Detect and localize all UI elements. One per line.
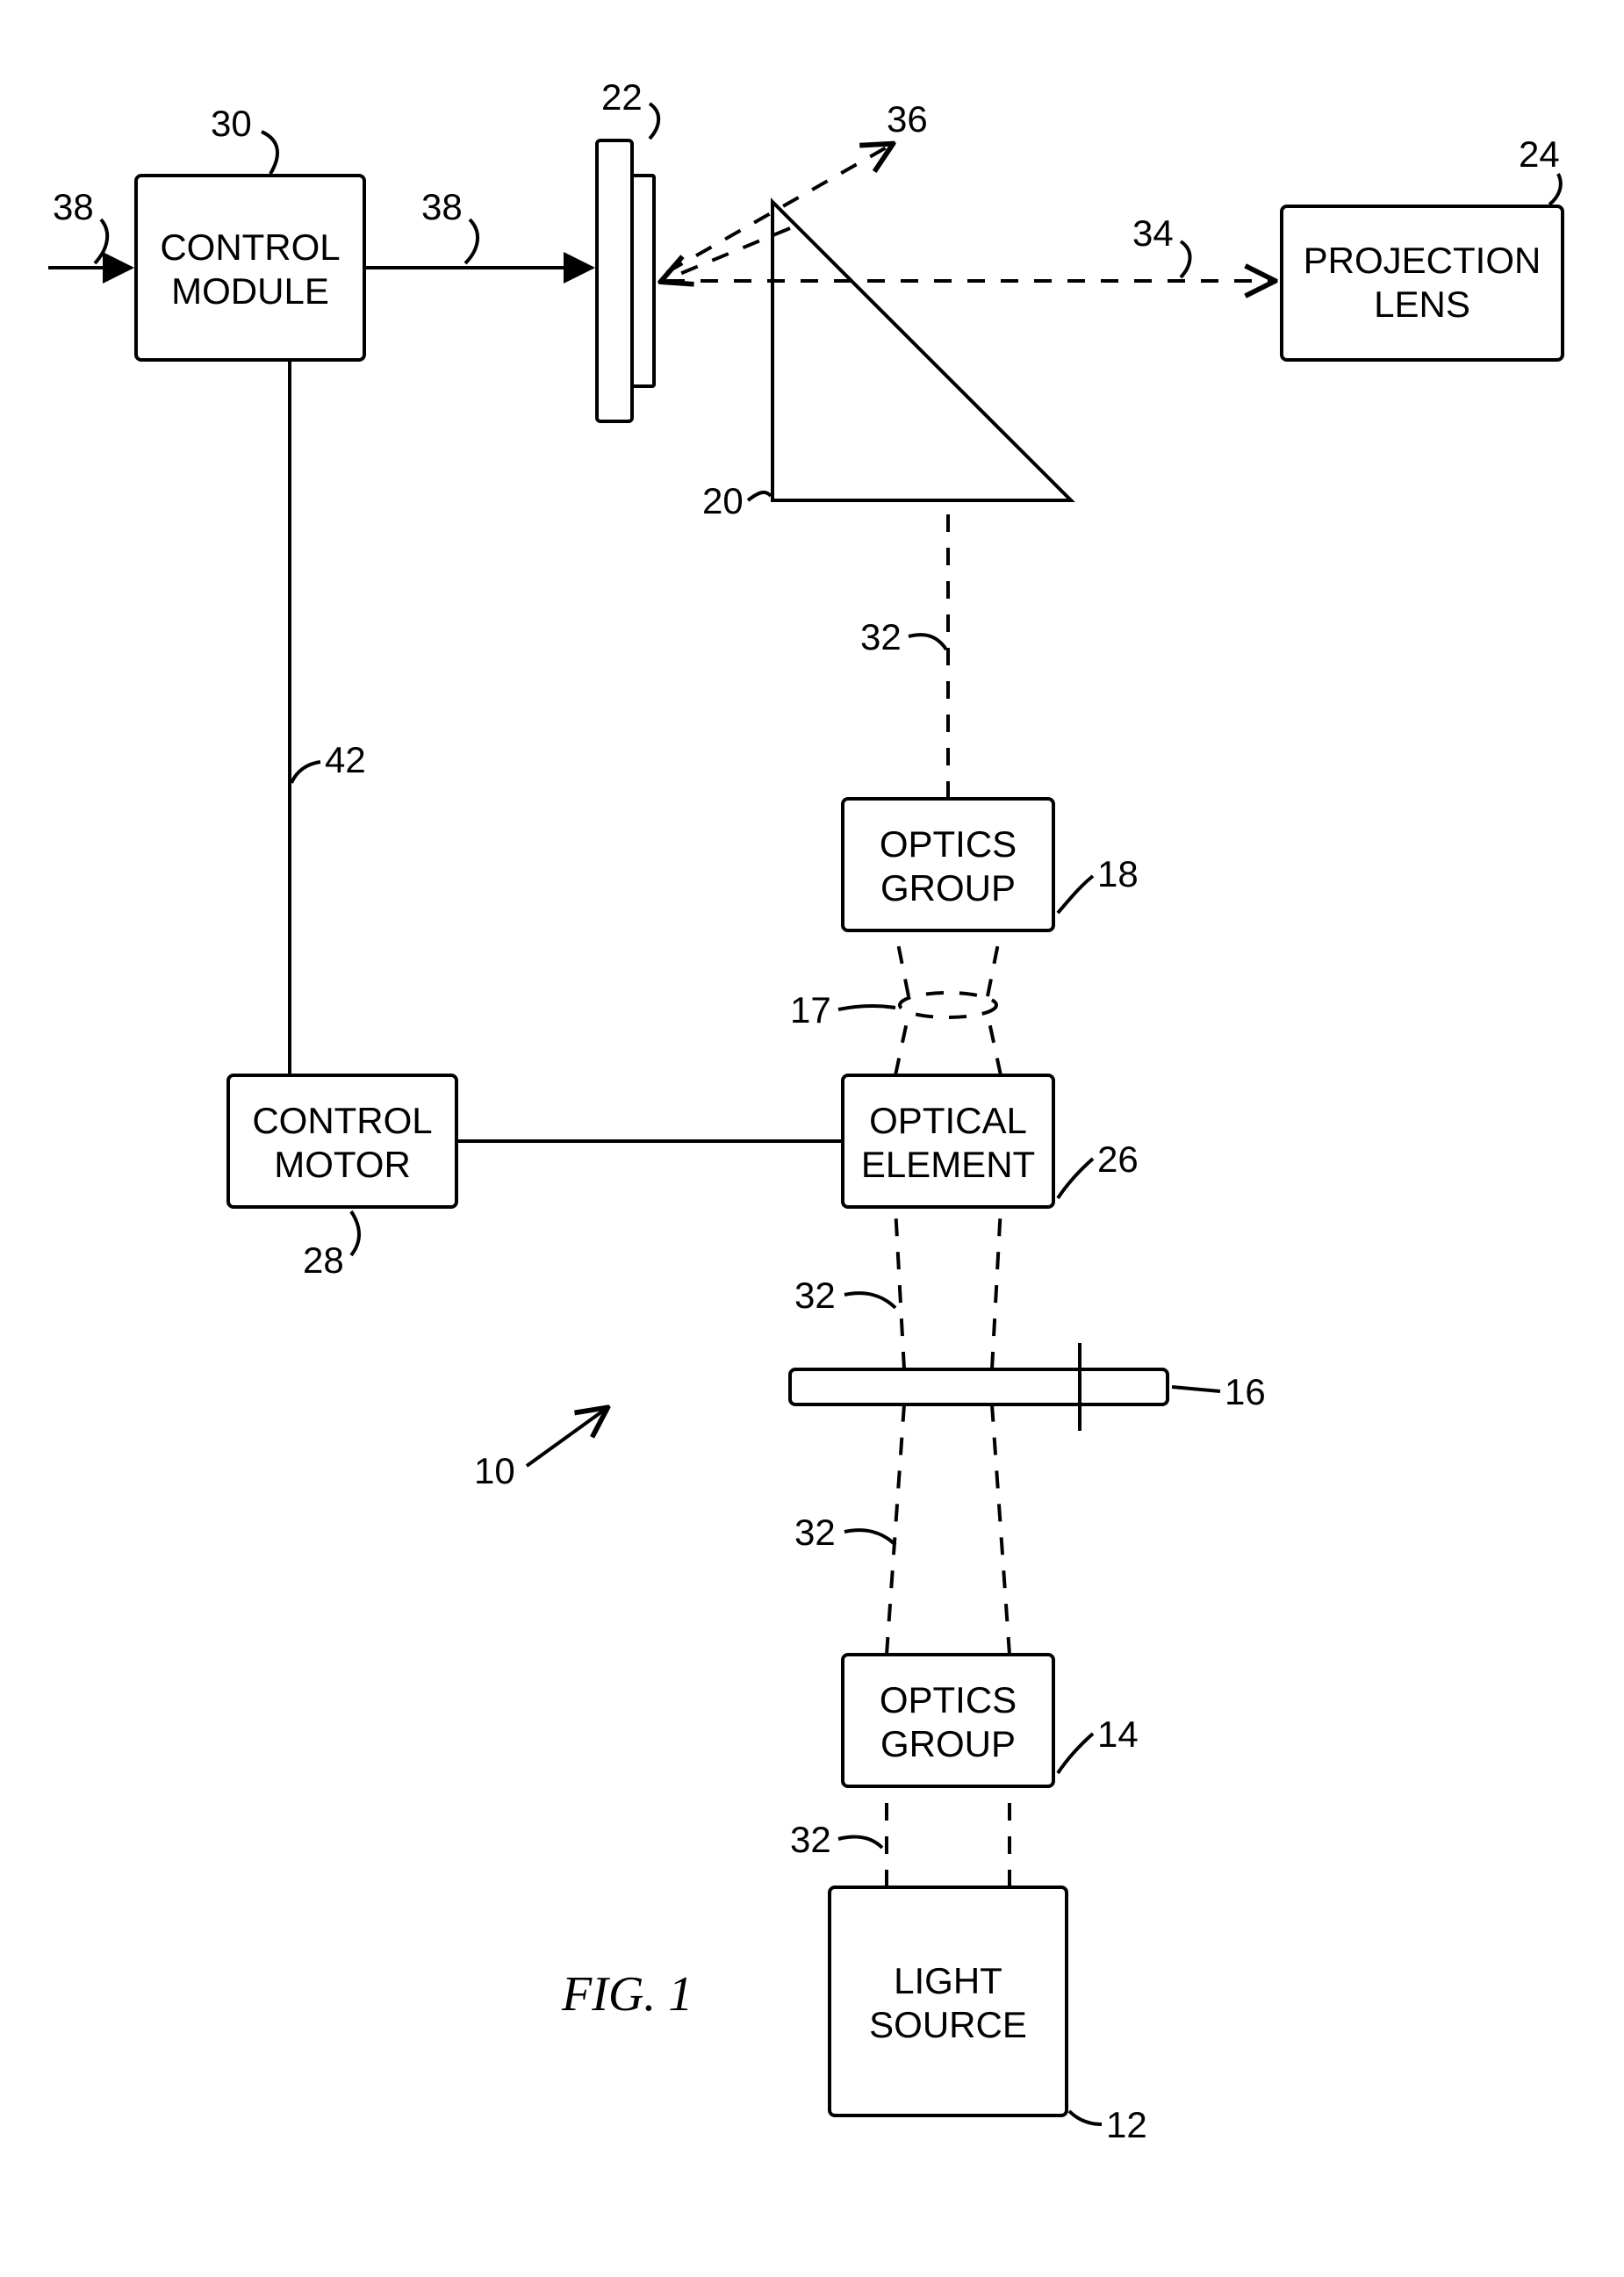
- figure-label: FIG. 1: [561, 1967, 693, 2022]
- optics-group-bot-label1: OPTICS: [880, 1679, 1017, 1720]
- device-22: [597, 140, 654, 421]
- lead-32c: [844, 1293, 895, 1308]
- lead-24: [1549, 174, 1561, 205]
- prism-20: [772, 202, 1071, 500]
- wheel-16: [790, 1343, 1168, 1431]
- lead-18: [1058, 876, 1093, 913]
- aperture-17: [900, 993, 996, 1017]
- control-module-label1: CONTROL: [160, 226, 340, 268]
- path-17-left: [895, 1014, 909, 1075]
- lead-10: [527, 1409, 606, 1466]
- control-motor-label2: MOTOR: [274, 1144, 411, 1185]
- light-source-label1: LIGHT: [894, 1960, 1002, 2001]
- ref-34: 34: [1132, 212, 1174, 254]
- ref-20: 20: [702, 480, 744, 521]
- projection-lens-label2: LENS: [1374, 284, 1470, 325]
- ref-26: 26: [1097, 1138, 1139, 1180]
- ref-14: 14: [1097, 1713, 1139, 1755]
- ref-32d: 32: [860, 616, 902, 657]
- ref-38b: 38: [421, 186, 463, 227]
- ref-12: 12: [1106, 2104, 1147, 2145]
- path-32-b-left: [887, 1404, 904, 1655]
- lead-32a: [838, 1836, 882, 1848]
- ref-28: 28: [303, 1239, 344, 1281]
- optics-group-bot-label2: GROUP: [880, 1723, 1016, 1764]
- lead-32b: [844, 1530, 895, 1545]
- path-32-c-left: [895, 1207, 904, 1369]
- ref-30: 30: [211, 103, 252, 144]
- path-17b-right: [988, 930, 1001, 996]
- lead-17: [838, 1006, 895, 1009]
- lead-32d: [909, 635, 946, 650]
- lead-42: [291, 762, 320, 783]
- ref-32a: 32: [790, 1819, 831, 1860]
- ref-22: 22: [601, 76, 643, 118]
- lead-30: [262, 132, 277, 174]
- path-32-b-right: [992, 1404, 1010, 1655]
- ref-36: 36: [887, 98, 928, 140]
- lead-20: [748, 492, 771, 500]
- projection-lens-label1: PROJECTION: [1304, 240, 1541, 281]
- lead-12: [1069, 2111, 1102, 2124]
- lead-38b: [465, 219, 478, 263]
- optical-element-label1: OPTICAL: [869, 1100, 1027, 1141]
- ref-10: 10: [474, 1450, 515, 1491]
- lead-14: [1058, 1734, 1093, 1773]
- ref-38a: 38: [53, 186, 94, 227]
- lead-22: [650, 104, 658, 139]
- light-source-label2: SOURCE: [869, 2004, 1027, 2045]
- lead-28: [351, 1211, 359, 1255]
- ref-32b: 32: [794, 1512, 836, 1553]
- path-17b-left: [895, 930, 909, 996]
- optics-group-top-label1: OPTICS: [880, 823, 1017, 865]
- path-17-right: [988, 1014, 1001, 1075]
- ref-32c: 32: [794, 1275, 836, 1316]
- control-motor-label1: CONTROL: [252, 1100, 432, 1141]
- lead-38a: [95, 219, 107, 263]
- ref-42: 42: [325, 739, 366, 780]
- ref-24: 24: [1519, 133, 1560, 175]
- control-module-label2: MODULE: [171, 270, 329, 312]
- ref-16: 16: [1225, 1371, 1266, 1412]
- path-32-c-right: [992, 1207, 1001, 1369]
- lead-26: [1058, 1159, 1093, 1198]
- optics-group-top-label2: GROUP: [880, 867, 1016, 909]
- lead-34: [1181, 241, 1190, 277]
- ref-18: 18: [1097, 853, 1139, 894]
- lead-16: [1172, 1387, 1220, 1391]
- optical-element-label2: ELEMENT: [861, 1144, 1035, 1185]
- ref-17: 17: [790, 989, 831, 1031]
